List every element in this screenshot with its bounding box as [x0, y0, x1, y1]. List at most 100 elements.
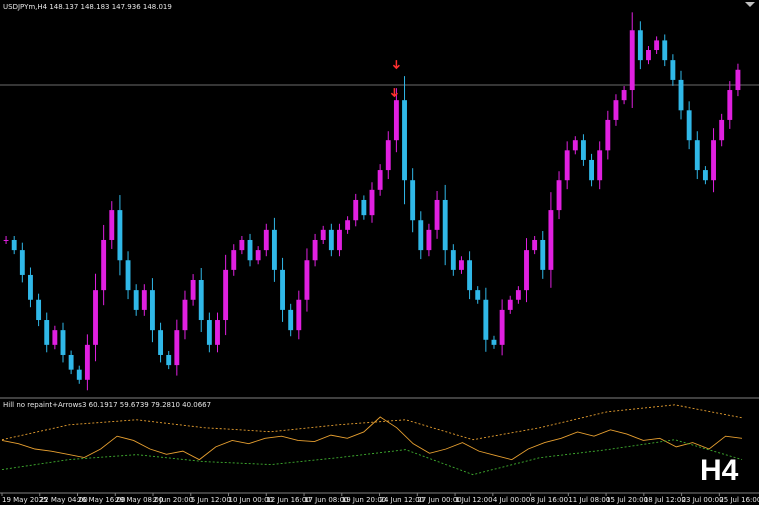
x-tick-label: 29 May 08:00 — [115, 496, 163, 504]
candle-body — [76, 369, 82, 380]
candle-body — [304, 260, 310, 300]
candle-body — [223, 269, 229, 321]
x-tick-label: 23 Jul 00:00 — [682, 496, 724, 504]
candle-body — [3, 239, 9, 241]
candle-body — [613, 100, 619, 120]
candle-body — [735, 69, 741, 91]
candle-body — [637, 30, 643, 61]
candle-body — [467, 260, 473, 291]
candle-body — [646, 50, 651, 61]
candle-body — [507, 299, 513, 310]
candle-body — [166, 354, 172, 366]
candle-body — [686, 110, 692, 141]
x-tick-label: 18 Jul 12:00 — [644, 496, 686, 504]
candle-body — [320, 229, 326, 240]
indicator-line — [1, 439, 743, 476]
candle-body — [263, 229, 269, 251]
x-tick-label: 22 May 04:00 — [40, 496, 88, 504]
candle-body — [711, 140, 716, 181]
candle-body — [345, 220, 351, 230]
candle-body — [231, 250, 237, 270]
candle-body — [654, 40, 660, 51]
x-tick-label: 17 Jun 08:00 — [304, 496, 348, 504]
candle-body — [694, 140, 700, 171]
candle-body — [450, 250, 456, 270]
candle-body — [84, 344, 90, 380]
x-tick-label: 4 Jul 00:00 — [493, 496, 531, 504]
candle-body — [629, 30, 635, 91]
candle-body — [93, 290, 98, 345]
candle-body — [580, 140, 586, 160]
candle-body — [491, 339, 497, 345]
candle-body — [337, 229, 342, 251]
candle-body — [369, 189, 375, 216]
candle-body — [255, 250, 261, 261]
candle-body — [524, 250, 529, 291]
candle-body — [271, 229, 277, 270]
candle-body — [418, 220, 424, 251]
candle-body — [605, 119, 611, 151]
x-tick-label: 8 Jul 16:00 — [531, 496, 569, 504]
candle-body — [206, 320, 212, 345]
candle-body — [678, 79, 684, 111]
candle-body — [589, 159, 594, 181]
candle-body — [702, 170, 708, 181]
candle-body — [499, 309, 505, 345]
candle-body — [719, 119, 725, 141]
x-tick-label: 10 Jun 00:00 — [229, 496, 273, 504]
candle-body — [597, 150, 603, 181]
chart-title: USDJPYm,H4 148.137 148.183 147.936 148.0… — [3, 3, 172, 11]
candle-body — [182, 299, 188, 331]
x-tick-label: 5 Jun 12:00 — [191, 496, 231, 504]
candle-body — [361, 199, 367, 216]
candle-body — [515, 290, 521, 300]
candle-body — [36, 299, 42, 321]
candle-body — [296, 299, 302, 331]
signal-arrow — [390, 88, 398, 98]
candle-body — [377, 170, 383, 190]
x-tick-label: 24 Jun 12:00 — [380, 496, 424, 504]
candle-body — [564, 150, 570, 181]
candle-body — [621, 90, 627, 101]
candle-body — [44, 320, 50, 345]
x-tick-label: 26 May 16:00 — [78, 496, 126, 504]
x-tick-label: 15 Jul 20:00 — [606, 496, 648, 504]
candle-body — [68, 354, 74, 370]
candle-body — [133, 290, 139, 310]
candle-body — [572, 140, 578, 151]
scroll-arrow[interactable] — [745, 2, 755, 7]
x-tick-label: 25 Jul 16:00 — [719, 496, 759, 504]
signal-arrow — [392, 60, 400, 70]
candle-body — [475, 290, 481, 300]
candle-body — [402, 100, 407, 181]
x-tick-label: 12 Jun 16:00 — [266, 496, 310, 504]
candle-body — [312, 239, 318, 261]
candle-body — [60, 330, 66, 355]
x-tick-label: 19 Jun 20:00 — [342, 496, 386, 504]
candle-body — [410, 180, 416, 221]
x-tick-label: 11 Jul 08:00 — [568, 496, 610, 504]
indicator-line — [1, 404, 743, 441]
candle-body — [52, 330, 58, 345]
candle-body — [247, 239, 253, 261]
x-tick-label: 27 Jun 00:00 — [417, 496, 461, 504]
candle-body — [141, 290, 147, 310]
candle-body — [150, 290, 155, 331]
indicator-line — [1, 416, 743, 461]
candle-body — [670, 60, 676, 80]
candle-body — [239, 239, 245, 251]
candle-body — [190, 280, 196, 300]
candle-body — [328, 229, 334, 251]
candle-body — [11, 239, 17, 251]
x-tick-label: 1 Jul 12:00 — [455, 496, 493, 504]
indicator-title: Hill no repaint+Arrows3 60.1917 59.6739 … — [3, 401, 211, 409]
candle-body — [483, 299, 489, 340]
candle-body — [280, 269, 285, 310]
timeframe-label: H4 — [700, 454, 739, 487]
candle-body — [28, 274, 33, 300]
candle-body — [158, 330, 164, 355]
candle-body — [198, 280, 204, 321]
candle-body — [353, 199, 359, 221]
